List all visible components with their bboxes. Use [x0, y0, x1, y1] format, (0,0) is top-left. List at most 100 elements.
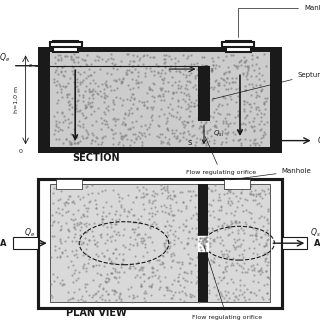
Point — [56, 120, 61, 125]
Point — [243, 269, 248, 274]
Point — [162, 240, 167, 245]
Point — [108, 221, 113, 226]
Point — [112, 238, 117, 243]
Point — [207, 244, 212, 249]
Point — [164, 120, 169, 125]
Point — [69, 56, 74, 61]
Point — [218, 111, 223, 116]
Point — [127, 294, 132, 299]
Point — [59, 251, 64, 256]
Point — [204, 247, 209, 252]
Point — [84, 205, 89, 211]
Point — [185, 278, 190, 283]
Point — [56, 56, 61, 61]
Point — [186, 189, 191, 194]
Point — [77, 196, 83, 202]
Point — [164, 183, 169, 188]
Point — [220, 238, 225, 243]
Point — [120, 135, 125, 140]
Point — [68, 297, 73, 302]
Point — [106, 107, 111, 112]
Point — [233, 86, 238, 92]
Point — [146, 283, 151, 288]
Point — [69, 272, 74, 277]
Point — [264, 255, 269, 260]
Point — [97, 295, 102, 300]
Point — [111, 274, 116, 279]
Point — [124, 213, 129, 218]
Point — [234, 76, 239, 81]
Point — [120, 258, 125, 263]
Point — [78, 238, 83, 244]
Point — [99, 120, 104, 125]
Point — [202, 236, 207, 241]
Text: S: S — [191, 251, 195, 257]
Point — [235, 237, 240, 242]
Point — [229, 185, 235, 190]
Point — [202, 250, 207, 255]
Point — [76, 122, 81, 127]
Point — [172, 237, 177, 243]
Point — [238, 122, 244, 127]
Point — [252, 291, 257, 296]
Point — [84, 281, 90, 286]
Point — [194, 255, 199, 260]
Point — [60, 72, 65, 77]
Point — [201, 265, 206, 270]
Point — [200, 243, 205, 248]
Point — [200, 55, 205, 60]
Point — [82, 115, 87, 120]
Point — [220, 224, 225, 229]
Point — [51, 220, 56, 225]
Point — [95, 243, 100, 248]
Point — [70, 211, 76, 216]
Point — [249, 105, 254, 110]
Point — [122, 115, 127, 120]
Point — [192, 142, 197, 147]
Point — [215, 104, 220, 109]
Point — [110, 57, 116, 62]
Point — [142, 299, 147, 304]
Text: Septum: Septum — [212, 72, 320, 99]
Point — [228, 96, 233, 101]
Point — [202, 140, 207, 145]
Point — [177, 139, 182, 144]
Point — [70, 58, 76, 63]
Point — [83, 251, 88, 256]
Point — [239, 203, 244, 208]
Point — [72, 270, 77, 276]
Point — [140, 53, 145, 58]
Point — [129, 70, 134, 75]
Point — [202, 240, 207, 245]
Point — [118, 81, 123, 86]
Point — [196, 93, 201, 98]
Point — [186, 119, 191, 124]
Point — [213, 292, 218, 297]
Point — [175, 59, 180, 64]
Point — [68, 140, 73, 145]
Point — [56, 71, 61, 76]
Point — [148, 293, 154, 298]
Point — [112, 228, 117, 233]
Point — [193, 192, 198, 197]
Point — [131, 64, 136, 69]
Point — [208, 133, 213, 139]
Point — [261, 134, 266, 140]
Point — [163, 244, 168, 249]
Point — [248, 101, 253, 106]
Point — [198, 294, 203, 300]
Point — [258, 88, 263, 93]
Point — [200, 79, 205, 84]
Point — [247, 137, 252, 142]
Point — [264, 98, 269, 103]
Point — [251, 246, 256, 251]
Point — [186, 228, 191, 234]
Point — [67, 229, 72, 234]
Point — [84, 184, 89, 189]
Point — [134, 184, 140, 189]
Point — [239, 251, 244, 256]
Point — [257, 215, 262, 220]
Point — [201, 281, 206, 286]
Point — [176, 225, 181, 230]
Point — [75, 135, 80, 140]
